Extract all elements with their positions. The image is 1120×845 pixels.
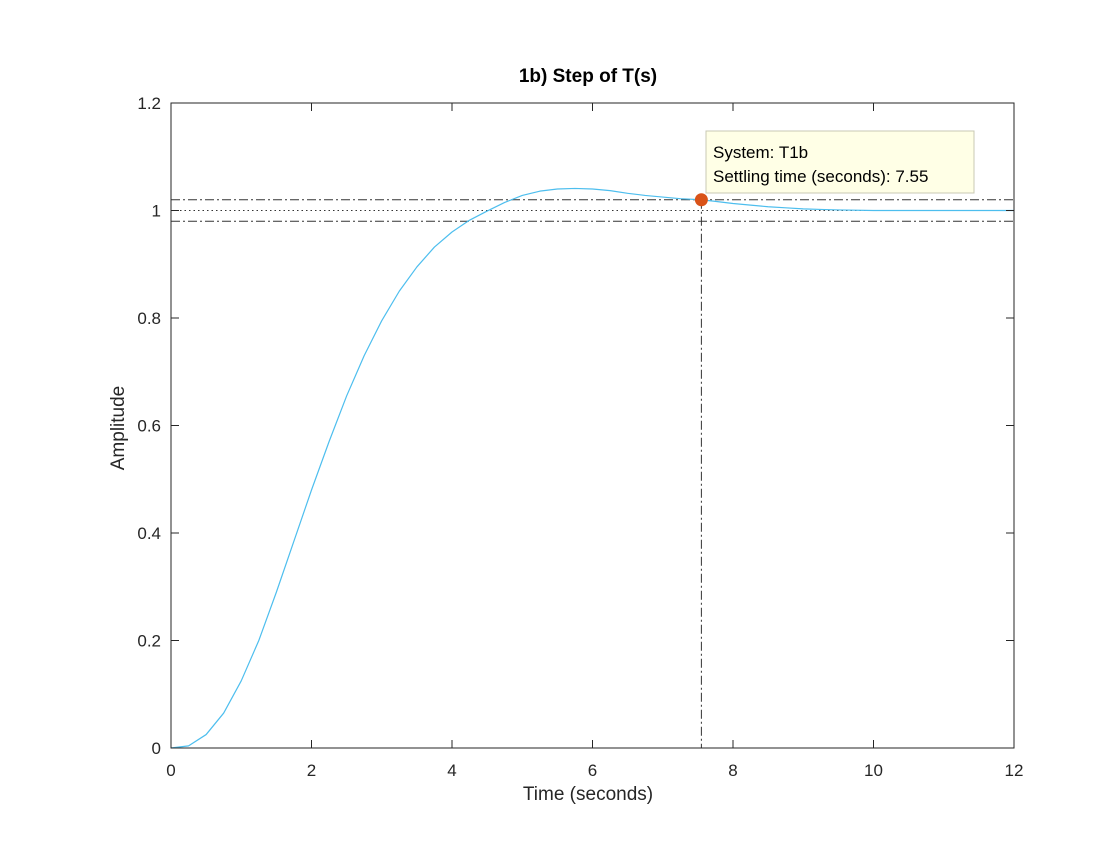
y-tick-label: 0.4 (137, 524, 161, 543)
y-tick-label: 1.2 (137, 94, 161, 113)
x-tick-label: 6 (588, 761, 597, 780)
y-axis-label: Amplitude (108, 386, 129, 471)
x-tick-label: 0 (166, 761, 175, 780)
plot-area: 0 2 4 6 8 10 12 0 0.2 0.4 0.6 0.8 1 1.2 (137, 94, 1023, 780)
datatip-system-text: System: T1b (713, 143, 808, 162)
x-tick-label: 4 (447, 761, 456, 780)
chart-title: 1b) Step of T(s) (519, 66, 657, 87)
settling-time-datatip[interactable]: System: T1b Settling time (seconds): 7.5… (705, 130, 975, 194)
series-line-0 (170, 187, 1014, 749)
y-tick-label: 0.2 (137, 632, 161, 651)
y-tick-label: 0.8 (137, 309, 161, 328)
x-tick-label: 12 (1005, 761, 1024, 780)
settling-time-marker (694, 193, 708, 207)
x-axis-label: Time (seconds) (523, 784, 653, 805)
datatip-box (705, 130, 975, 194)
x-tick-label: 10 (864, 761, 883, 780)
y-tick-label: 1 (152, 202, 161, 221)
x-tick-label: 2 (307, 761, 316, 780)
x-tick-label: 8 (728, 761, 737, 780)
y-tick-label: 0.6 (137, 417, 161, 436)
datatip-settling-text: Settling time (seconds): 7.55 (713, 167, 928, 186)
y-tick-label: 0 (152, 739, 161, 758)
